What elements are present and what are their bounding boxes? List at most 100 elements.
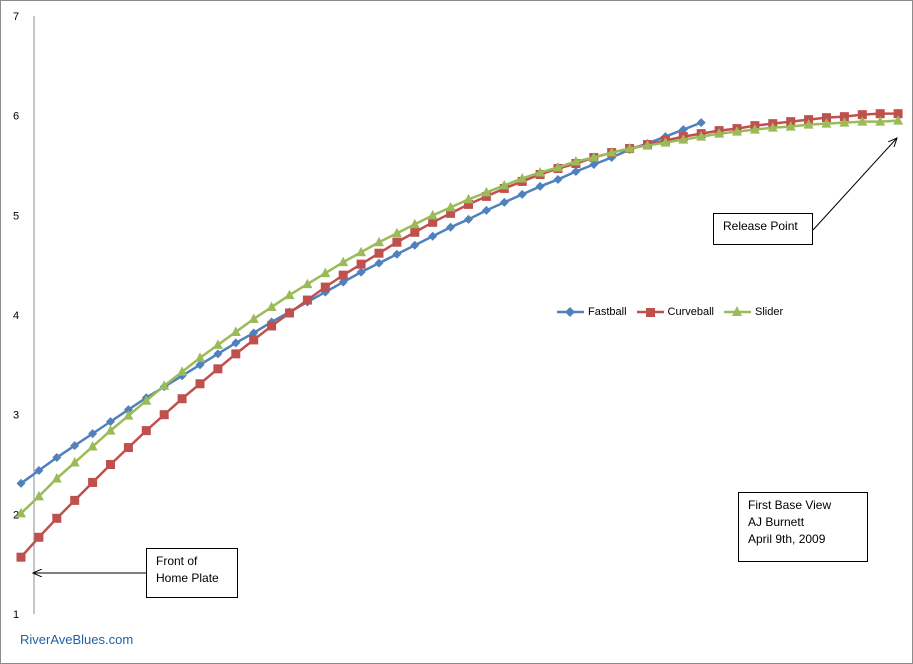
slider-data-point bbox=[535, 166, 546, 177]
slider-data-point bbox=[875, 116, 886, 126]
fastball-data-point bbox=[464, 214, 473, 224]
slider-data-point bbox=[678, 134, 689, 144]
curveball-data-point bbox=[16, 552, 26, 562]
slider-data-point bbox=[624, 143, 635, 153]
slider-data-point bbox=[517, 172, 528, 183]
slider-data-point bbox=[87, 441, 98, 451]
slider-data-point bbox=[302, 278, 313, 289]
slider-data-point bbox=[338, 256, 349, 267]
fastball-data-point bbox=[338, 277, 348, 287]
fastball-data-point bbox=[553, 174, 563, 184]
slider-data-point bbox=[767, 122, 778, 132]
slider-data-point bbox=[356, 246, 367, 257]
slider-data-point bbox=[821, 118, 832, 128]
fastball-data-point bbox=[70, 441, 80, 451]
curveball-data-point bbox=[839, 112, 849, 122]
legend-label-slider: Slider bbox=[755, 306, 784, 318]
fastball-data-point bbox=[88, 429, 98, 439]
fastball-data-point bbox=[410, 240, 420, 250]
fastball-data-point bbox=[696, 118, 706, 128]
slider-data-point bbox=[320, 267, 331, 278]
fastball-data-point bbox=[52, 453, 62, 463]
slider-data-point bbox=[463, 193, 474, 204]
curveball-data-point bbox=[267, 321, 277, 331]
legend-item-curveball: Curveball bbox=[636, 304, 714, 320]
fastball-data-point bbox=[428, 231, 438, 241]
curveball-data-point bbox=[213, 364, 223, 374]
y-tick-label: 1 bbox=[13, 609, 19, 621]
curveball-data-point bbox=[52, 513, 62, 523]
release-point-callout: Release Point bbox=[713, 213, 813, 245]
curveball-data-point bbox=[141, 426, 151, 436]
curveball-data-point bbox=[428, 217, 438, 227]
fastball-data-point bbox=[16, 478, 26, 488]
curveball-data-point bbox=[249, 335, 259, 345]
curveball-data-point bbox=[446, 208, 456, 218]
y-tick-label: 2 bbox=[13, 509, 19, 521]
curveball-data-point bbox=[106, 460, 115, 469]
fastball-data-point bbox=[535, 181, 545, 191]
slider-data-point bbox=[195, 352, 205, 362]
curveball-data-point bbox=[231, 349, 241, 359]
slider-data-point bbox=[481, 186, 492, 197]
y-tick-label: 5 bbox=[13, 210, 19, 222]
fastball-data-point bbox=[589, 160, 599, 170]
legend-item-slider: Slider bbox=[724, 304, 783, 320]
curveball-data-point bbox=[857, 110, 867, 120]
slider-data-point bbox=[660, 137, 671, 147]
release-point-arrow bbox=[812, 138, 897, 231]
slider-data-point bbox=[391, 227, 402, 238]
fastball-data-point bbox=[195, 360, 205, 370]
curveball-data-point bbox=[410, 227, 420, 237]
curveball-data-point bbox=[392, 237, 402, 247]
y-tick-label: 6 bbox=[13, 111, 19, 123]
slider-data-point bbox=[785, 121, 796, 131]
slider-data-point bbox=[427, 209, 438, 220]
slider-data-point bbox=[374, 236, 384, 247]
curveball-data-point bbox=[320, 282, 330, 292]
slider-data-point bbox=[893, 115, 904, 125]
slider-data-point bbox=[570, 156, 581, 166]
curveball-data-point bbox=[374, 248, 384, 258]
game-date: April 9th, 2009 bbox=[748, 532, 826, 546]
slider-data-point bbox=[642, 140, 653, 150]
fastball-data-point bbox=[374, 258, 384, 268]
slider-data-point bbox=[105, 425, 116, 435]
pitcher-name: AJ Burnett bbox=[748, 515, 805, 529]
curveball-data-point bbox=[822, 113, 831, 123]
slider-data-point bbox=[230, 326, 241, 336]
slider-data-point bbox=[839, 117, 850, 127]
curveball-data-point bbox=[464, 199, 473, 209]
slider-data-point bbox=[749, 124, 760, 134]
view-info-box: First Base View AJ Burnett April 9th, 20… bbox=[738, 492, 868, 562]
legend: Fastball Curveball Slider bbox=[557, 304, 793, 320]
slider-data-point bbox=[284, 289, 295, 300]
slider-data-point bbox=[212, 339, 223, 349]
curveball-data-point bbox=[302, 295, 312, 305]
legend-swatch-slider bbox=[724, 306, 751, 316]
site-watermark[interactable]: RiverAveBlues.com bbox=[20, 632, 134, 647]
legend-swatch-curveball bbox=[636, 308, 664, 317]
front-plate-line1: Front of bbox=[156, 554, 198, 568]
slider-data-point bbox=[51, 472, 62, 483]
fastball-data-point bbox=[571, 166, 581, 176]
slider-data-point bbox=[714, 128, 725, 138]
fastball-data-point bbox=[249, 328, 259, 338]
curveball-data-point bbox=[70, 495, 80, 505]
fastball-data-point bbox=[123, 405, 133, 415]
slider-data-point bbox=[141, 395, 152, 405]
fastball-data-point bbox=[481, 205, 491, 215]
curveball-data-point bbox=[285, 308, 294, 318]
legend-label-curveball: Curveball bbox=[667, 306, 714, 318]
curveball-data-point bbox=[88, 477, 98, 487]
curveball-data-point bbox=[123, 443, 133, 453]
legend-swatch-fastball bbox=[557, 307, 584, 317]
fastball-data-point bbox=[517, 189, 527, 199]
curveball-data-point bbox=[875, 109, 885, 119]
y-tick-label: 4 bbox=[13, 310, 19, 322]
slider-data-point bbox=[123, 410, 134, 420]
fastball-data-point bbox=[392, 249, 402, 259]
curveball-data-point bbox=[195, 379, 205, 389]
fastball-data-point bbox=[499, 197, 509, 207]
slider-data-point bbox=[803, 119, 814, 129]
